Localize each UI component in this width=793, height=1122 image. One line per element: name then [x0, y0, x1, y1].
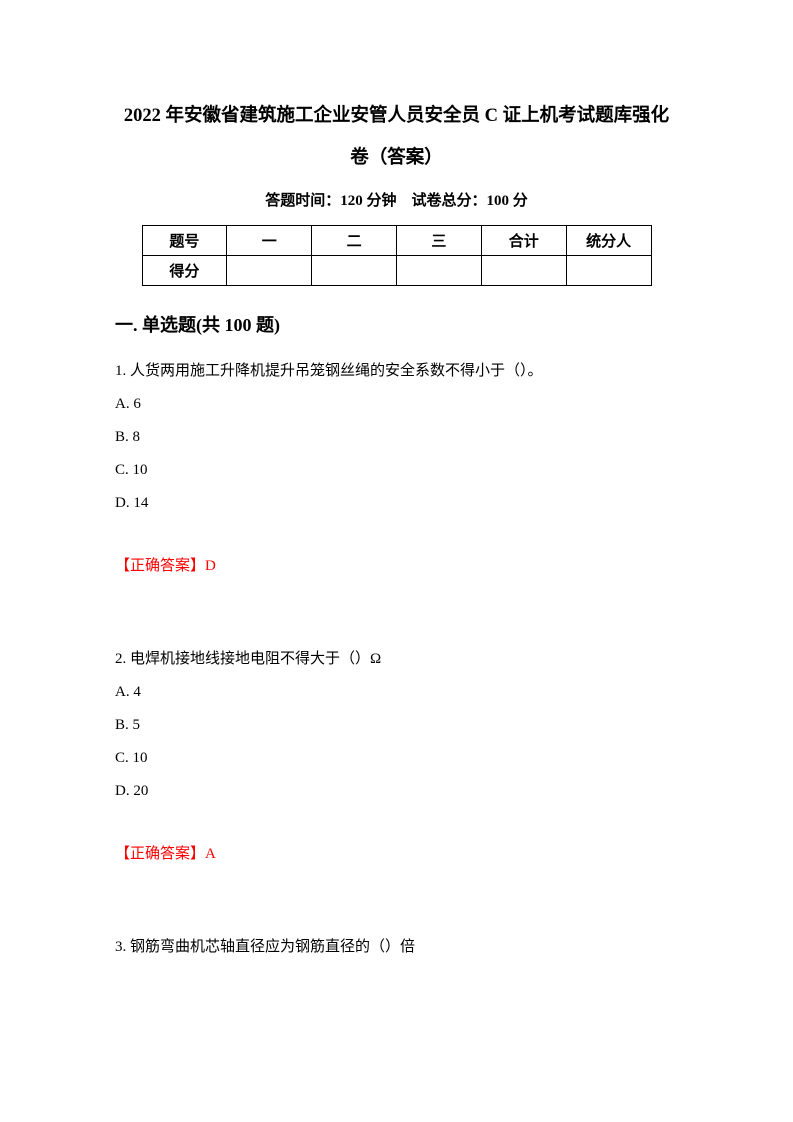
question-stem: 2. 电焊机接地线接地电阻不得大于（）Ω [115, 643, 678, 676]
table-cell: 得分 [142, 256, 227, 286]
table-cell [396, 256, 481, 286]
score-table: 题号 一 二 三 合计 统分人 得分 [142, 225, 652, 286]
table-cell: 三 [396, 226, 481, 256]
table-cell: 统分人 [566, 226, 651, 256]
section-title: 一. 单选题(共 100 题) [115, 311, 678, 337]
answer: 【正确答案】D [115, 550, 678, 583]
question-block: 3. 钢筋弯曲机芯轴直径应为钢筋直径的（）倍 [115, 931, 678, 964]
answer: 【正确答案】A [115, 838, 678, 871]
table-cell [481, 256, 566, 286]
option: D. 14 [115, 487, 678, 520]
option: C. 10 [115, 742, 678, 775]
document-title-line1: 2022 年安徽省建筑施工企业安管人员安全员 C 证上机考试题库强化 [115, 100, 678, 133]
table-cell: 一 [227, 226, 312, 256]
question-block: 1. 人货两用施工升降机提升吊笼钢丝绳的安全系数不得小于（）。 A. 6 B. … [115, 355, 678, 583]
table-cell: 合计 [481, 226, 566, 256]
option: A. 4 [115, 676, 678, 709]
question-stem: 1. 人货两用施工升降机提升吊笼钢丝绳的安全系数不得小于（）。 [115, 355, 678, 388]
table-cell: 二 [312, 226, 397, 256]
table-cell [566, 256, 651, 286]
table-cell: 题号 [142, 226, 227, 256]
option: B. 5 [115, 709, 678, 742]
option: A. 6 [115, 388, 678, 421]
option: C. 10 [115, 454, 678, 487]
table-row: 得分 [142, 256, 651, 286]
question-stem: 3. 钢筋弯曲机芯轴直径应为钢筋直径的（）倍 [115, 931, 678, 964]
question-block: 2. 电焊机接地线接地电阻不得大于（）Ω A. 4 B. 5 C. 10 D. … [115, 643, 678, 871]
table-cell [312, 256, 397, 286]
option: D. 20 [115, 775, 678, 808]
option: B. 8 [115, 421, 678, 454]
document-title-line2: 卷（答案） [115, 143, 678, 169]
table-row: 题号 一 二 三 合计 统分人 [142, 226, 651, 256]
table-cell [227, 256, 312, 286]
exam-info: 答题时间：120 分钟 试卷总分：100 分 [115, 189, 678, 210]
